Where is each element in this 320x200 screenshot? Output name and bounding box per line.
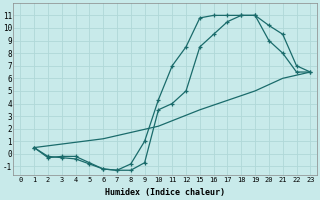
X-axis label: Humidex (Indice chaleur): Humidex (Indice chaleur) [105, 188, 225, 197]
